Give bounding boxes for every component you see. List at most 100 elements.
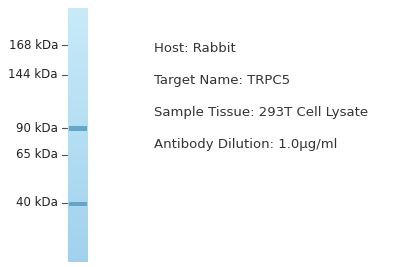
Bar (68, 64, 88, 65)
Bar (68, 10, 88, 12)
Bar (68, 8, 88, 9)
Bar (68, 159, 88, 160)
Bar (68, 47, 88, 49)
Bar (68, 102, 88, 103)
Text: Host: Rabbit: Host: Rabbit (154, 42, 236, 54)
Bar (68, 80, 88, 82)
Text: 65 kDa: 65 kDa (16, 148, 58, 161)
Bar (68, 127, 88, 128)
Bar (68, 144, 88, 145)
Bar (68, 170, 88, 172)
Bar (68, 66, 88, 68)
Bar (68, 134, 88, 135)
Bar (68, 218, 88, 220)
Bar (68, 101, 88, 102)
Bar (68, 198, 88, 199)
Bar (68, 57, 88, 59)
Bar (68, 233, 88, 234)
Bar (68, 51, 88, 52)
Bar (68, 199, 88, 201)
Bar (68, 72, 88, 73)
Bar (68, 205, 88, 206)
Bar (68, 244, 88, 245)
Bar (68, 248, 88, 249)
Bar (68, 216, 88, 217)
Bar (68, 250, 88, 252)
Bar (68, 38, 88, 40)
Bar (68, 194, 88, 196)
Bar (68, 252, 88, 253)
Bar (68, 83, 88, 84)
Bar (68, 227, 88, 229)
Bar (68, 236, 88, 238)
Bar (69, 202, 87, 206)
Bar (68, 177, 88, 178)
Bar (68, 122, 88, 123)
Bar (68, 260, 88, 262)
Bar (68, 94, 88, 96)
Bar (68, 109, 88, 111)
Bar (68, 123, 88, 125)
Bar (68, 18, 88, 19)
Bar (68, 104, 88, 106)
Bar (68, 41, 88, 42)
Bar (68, 169, 88, 170)
Bar (68, 27, 88, 28)
Bar (68, 196, 88, 197)
Bar (68, 234, 88, 235)
Bar (68, 42, 88, 44)
Bar (68, 254, 88, 255)
Bar (68, 113, 88, 115)
Bar (68, 17, 88, 18)
Bar (68, 225, 88, 226)
Bar (68, 32, 88, 33)
Bar (68, 132, 88, 134)
Bar (68, 191, 88, 192)
Bar (68, 155, 88, 156)
Bar (68, 239, 88, 240)
Bar (68, 201, 88, 202)
Bar (68, 120, 88, 121)
Bar (68, 106, 88, 107)
Bar (68, 151, 88, 153)
Bar (68, 163, 88, 164)
Bar (68, 230, 88, 231)
Bar (68, 224, 88, 225)
Bar (68, 180, 88, 182)
Bar (68, 69, 88, 70)
Bar (68, 118, 88, 120)
Bar (68, 130, 88, 131)
Bar (68, 167, 88, 168)
Bar (68, 137, 88, 139)
Bar (68, 74, 88, 75)
Bar (68, 78, 88, 79)
Bar (68, 49, 88, 50)
Bar (68, 128, 88, 130)
Bar (68, 96, 88, 97)
Bar (68, 160, 88, 162)
Bar (68, 253, 88, 254)
Bar (68, 40, 88, 41)
Bar (68, 143, 88, 144)
Bar (68, 203, 88, 205)
Bar (68, 149, 88, 150)
Bar (68, 141, 88, 143)
Bar (68, 91, 88, 92)
Bar (68, 60, 88, 61)
Bar (68, 154, 88, 155)
Bar (68, 215, 88, 216)
Bar (68, 35, 88, 36)
Bar (68, 87, 88, 88)
Bar (68, 54, 88, 55)
Text: Antibody Dilution: 1.0µg/ml: Antibody Dilution: 1.0µg/ml (154, 138, 338, 151)
Bar (68, 55, 88, 56)
Bar (68, 52, 88, 54)
Bar (68, 211, 88, 212)
Bar (68, 172, 88, 173)
Bar (68, 136, 88, 137)
Bar (68, 259, 88, 260)
Bar (68, 257, 88, 258)
Bar (68, 183, 88, 184)
Bar (68, 13, 88, 14)
Bar (68, 184, 88, 186)
